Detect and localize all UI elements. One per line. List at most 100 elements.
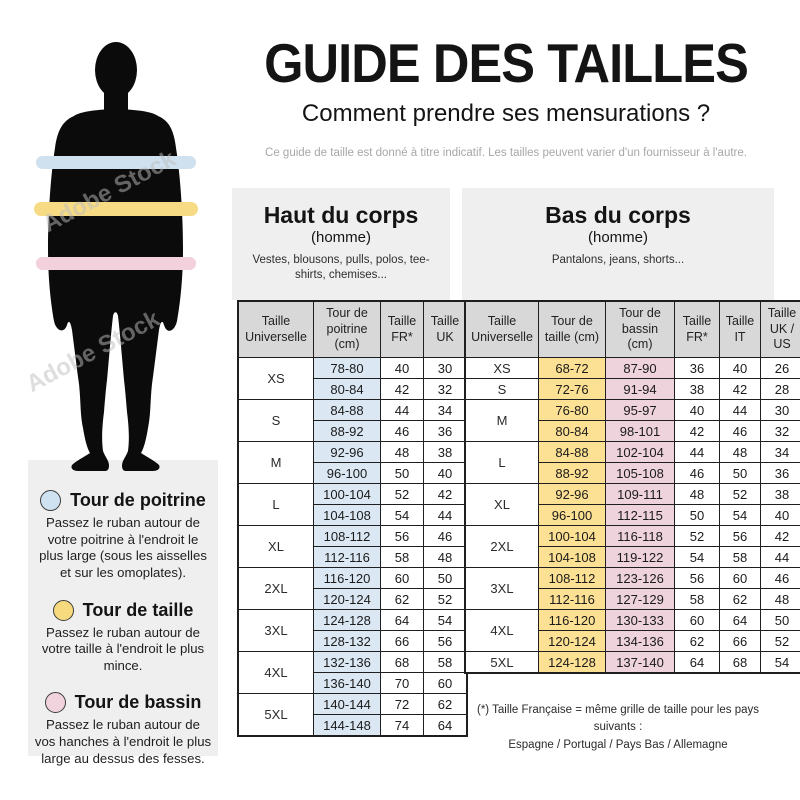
value-cell: 38 — [760, 483, 800, 505]
value-cell: 105-108 — [605, 462, 675, 484]
table-subtitle: (homme) — [587, 229, 648, 246]
table-row: 2XL 116-120 60 50 — [237, 567, 468, 610]
value-cell: 44 — [760, 546, 800, 568]
value-cell: 36 — [674, 357, 720, 379]
size-cell: 5XL — [237, 693, 314, 737]
page-title: GUIDE DES TAILLES — [264, 32, 749, 94]
value-cell: 58 — [380, 546, 424, 568]
table-row: XS 78-80 40 30 — [237, 357, 468, 400]
value-cell: 40 — [674, 399, 720, 421]
value-cell: 116-120 — [313, 567, 381, 589]
value-cell: 50 — [380, 462, 424, 484]
value-cell: 48 — [380, 441, 424, 463]
value-cell: 120-124 — [313, 588, 381, 610]
value-cell: 95-97 — [605, 399, 675, 421]
value-cell: 36 — [760, 462, 800, 484]
value-cell: 124-128 — [313, 609, 381, 631]
table-row: 112-116 58 48 — [238, 546, 468, 568]
value-cell: 104-108 — [538, 546, 606, 568]
value-cell: 50 — [423, 567, 468, 589]
value-cell: 46 — [719, 420, 761, 442]
value-cell: 56 — [674, 567, 720, 589]
table-row: 128-132 66 56 — [238, 630, 468, 652]
legend-label: Tour de poitrine — [70, 490, 206, 510]
value-cell: 42 — [719, 378, 761, 400]
value-cell: 40 — [719, 357, 761, 379]
waist-band — [34, 202, 198, 216]
value-cell: 30 — [423, 357, 468, 379]
column-header: Taille Universelle — [464, 300, 539, 358]
value-cell: 66 — [719, 630, 761, 652]
size-cell: 4XL — [464, 609, 539, 652]
value-cell: 38 — [423, 441, 468, 463]
size-cell: 4XL — [237, 651, 314, 694]
value-cell: 112-116 — [538, 588, 606, 610]
size-cell: 5XL — [464, 651, 539, 674]
legend-description: Passez le ruban autour de votre taille à… — [41, 624, 205, 673]
footnote-line-1: (*) Taille Française = même grille de ta… — [477, 704, 759, 734]
value-cell: 100-104 — [538, 525, 606, 547]
legend-label: Tour de taille — [82, 599, 194, 620]
garment-list: Pantalons, jeans, shorts... — [551, 254, 685, 266]
table-row: S 72-76 91-94 38 42 28 — [464, 378, 800, 400]
value-cell: 119-122 — [605, 546, 675, 568]
value-cell: 64 — [423, 714, 468, 737]
value-cell: 58 — [674, 588, 720, 610]
value-cell: 134-136 — [605, 630, 675, 652]
value-cell: 52 — [380, 483, 424, 505]
value-cell: 78-80 — [313, 357, 381, 379]
panel-bas-du-corps: Bas du corps (homme) Pantalons, jeans, s… — [462, 188, 774, 300]
legend-title-taille: Tour de taille — [28, 599, 218, 621]
value-cell: 116-120 — [538, 609, 606, 631]
value-cell: 87-90 — [605, 357, 675, 379]
value-cell: 42 — [674, 420, 720, 442]
value-cell: 34 — [423, 399, 468, 421]
value-cell: 120-124 — [538, 630, 606, 652]
value-cell: 40 — [423, 462, 468, 484]
lower-body-size-table: Taille Universelle Tour de taille (cm) Tou… — [464, 300, 800, 674]
table-row: 120-124 134-136 62 66 52 — [465, 630, 800, 652]
value-cell: 44 — [719, 399, 761, 421]
value-cell: 52 — [674, 525, 720, 547]
value-cell: 116-118 — [605, 525, 675, 547]
value-cell: 64 — [719, 609, 761, 631]
value-cell: 76-80 — [538, 399, 606, 421]
upper-body-size-table: Taille Universelle Tour de poitrine (cm) T… — [237, 300, 468, 737]
legend-item-bassin: Tour de bassin Passez le ruban autour de… — [28, 692, 218, 767]
value-cell: 34 — [760, 441, 800, 463]
value-cell: 64 — [674, 651, 720, 674]
value-cell: 52 — [760, 630, 800, 652]
value-cell: 140-144 — [313, 693, 381, 715]
page-subtitle: Comment prendre ses mensurations ? — [301, 100, 711, 127]
value-cell: 50 — [674, 504, 720, 526]
value-cell: 56 — [719, 525, 761, 547]
value-cell: 64 — [380, 609, 424, 631]
table-row: 5XL 124-128 137-140 64 68 54 — [464, 651, 800, 674]
value-cell: 26 — [760, 357, 800, 379]
value-cell: 44 — [380, 399, 424, 421]
value-cell: 137-140 — [605, 651, 675, 674]
value-cell: 54 — [674, 546, 720, 568]
value-cell: 136-140 — [313, 672, 381, 694]
value-cell: 30 — [760, 399, 800, 421]
hip-measure-icon — [44, 692, 66, 714]
value-cell: 46 — [423, 525, 468, 547]
chest-band — [36, 156, 196, 169]
value-cell: 132-136 — [313, 651, 381, 673]
value-cell: 68 — [719, 651, 761, 674]
value-cell: 50 — [760, 609, 800, 631]
value-cell: 42 — [423, 483, 468, 505]
value-cell: 74 — [380, 714, 424, 737]
value-cell: 46 — [380, 420, 424, 442]
table-row: 96-100 50 40 — [238, 462, 468, 484]
table-title: Bas du corps — [545, 202, 691, 228]
value-cell: 42 — [760, 525, 800, 547]
male-silhouette-icon — [34, 42, 198, 471]
value-cell: 44 — [674, 441, 720, 463]
value-cell: 72 — [380, 693, 424, 715]
value-cell: 92-96 — [538, 483, 606, 505]
value-cell: 70 — [380, 672, 424, 694]
value-cell: 98-101 — [605, 420, 675, 442]
value-cell: 88-92 — [538, 462, 606, 484]
size-cell: XS — [464, 357, 539, 379]
